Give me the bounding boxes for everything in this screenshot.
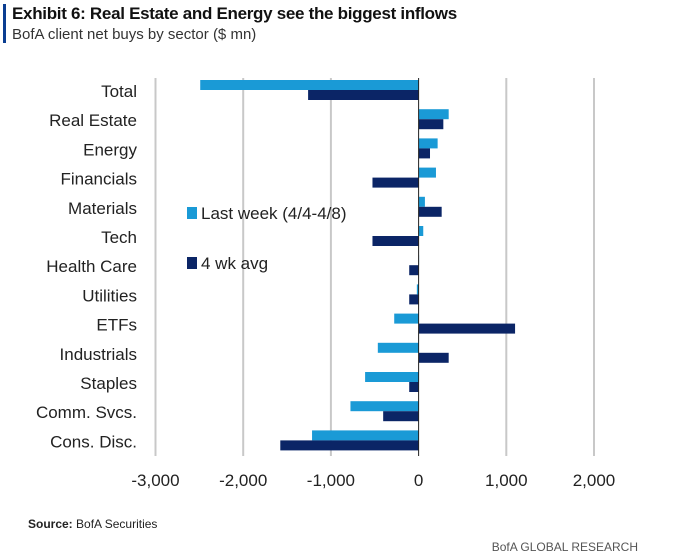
legend-swatch (187, 207, 197, 219)
bar-last-week (394, 313, 419, 324)
bar-4wk-avg (409, 294, 419, 305)
legend-swatch (187, 257, 197, 269)
category-label: Materials (68, 199, 137, 218)
bar-last-week (418, 138, 438, 149)
bar-last-week (377, 342, 419, 353)
bar-last-week (200, 80, 419, 90)
category-label: Industrials (60, 345, 137, 364)
bar-4wk-avg (372, 236, 419, 246)
chart-title: Exhibit 6: Real Estate and Energy see th… (12, 4, 457, 23)
bar-4wk-avg (383, 411, 419, 422)
bar-4wk-avg (409, 265, 419, 276)
bar-4wk-avg (308, 90, 419, 100)
category-label: Tech (101, 228, 137, 247)
bar-last-week (418, 167, 436, 178)
footer-brand: BofA GLOBAL RESEARCH (491, 540, 638, 554)
legend-label: 4 wk avg (201, 254, 268, 273)
x-tick-label: -1,000 (307, 471, 355, 490)
source-text: BofA Securities (76, 517, 158, 531)
category-label: Total (101, 82, 137, 101)
bar-chart: -3,000 -2,000 -1,000 0 1,000 2,000 Total Real E… (36, 78, 616, 490)
bar-4wk-avg (418, 119, 444, 130)
title-block: Exhibit 6: Real Estate and Energy see th… (3, 4, 457, 43)
x-tick-label: 1,000 (485, 471, 528, 490)
category-label: Utilities (82, 286, 137, 305)
category-label: Staples (80, 374, 137, 393)
category-label: ETFs (96, 316, 137, 335)
bar-4wk-avg (372, 177, 419, 188)
chart-subtitle: BofA client net buys by sector ($ mn) (12, 26, 257, 43)
category-label: Cons. Disc. (50, 432, 137, 451)
category-label: Energy (83, 140, 137, 159)
category-label: Health Care (46, 257, 137, 276)
bar-last-week (418, 109, 449, 120)
bar-last-week (365, 372, 419, 382)
bar-last-week (418, 196, 425, 207)
bar-4wk-avg (418, 206, 442, 217)
bar-last-week (312, 430, 419, 441)
bar-4wk-avg (418, 352, 449, 363)
x-tick-label: 2,000 (573, 471, 616, 490)
bar-last-week (418, 226, 424, 236)
bar-4wk-avg (418, 323, 516, 334)
bar-4wk-avg (418, 148, 431, 159)
source-label: Source: (28, 517, 73, 531)
x-tick-label: -3,000 (131, 471, 179, 490)
x-tick-label: 0 (414, 471, 423, 490)
bar-last-week (416, 284, 419, 295)
legend-label: Last week (4/4-4/8) (201, 204, 347, 223)
bar-last-week (350, 401, 419, 412)
category-label: Financials (60, 170, 137, 189)
category-label: Comm. Svcs. (36, 403, 137, 422)
source-note: Source: BofA Securities (28, 517, 157, 531)
x-tick-label: -2,000 (219, 471, 267, 490)
category-label: Real Estate (49, 111, 137, 130)
bar-4wk-avg (409, 382, 419, 392)
bar-4wk-avg (280, 440, 419, 451)
